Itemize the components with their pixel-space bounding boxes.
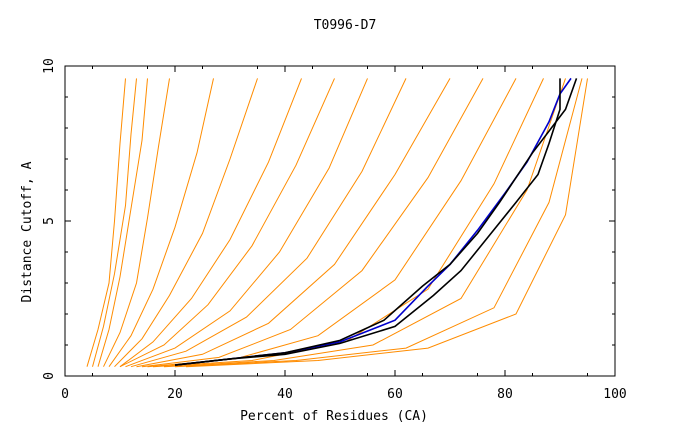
series-line-1 (174, 78, 561, 366)
series-line-7 (108, 78, 214, 367)
series-line-17 (163, 78, 566, 368)
x-tick-label: 0 (61, 387, 69, 402)
x-tick-label: 80 (497, 387, 513, 402)
x-tick-label: 20 (167, 387, 183, 402)
x-tick-label: 40 (277, 387, 293, 402)
series-line-5 (97, 78, 148, 367)
series-line-14 (141, 78, 484, 368)
series-line-10 (119, 78, 335, 368)
series-line-12 (130, 78, 407, 368)
x-tick-label: 100 (603, 387, 626, 402)
y-tick-label: 0 (42, 372, 57, 380)
series-line-8 (114, 78, 258, 368)
series-line-3 (86, 78, 126, 367)
series-line-2 (174, 78, 578, 366)
y-axis-title: Distance Cutoff, A (20, 161, 35, 302)
x-tick-label: 60 (387, 387, 403, 402)
series-line-0 (174, 77, 572, 366)
plot-layer (86, 77, 588, 368)
series-line-18 (174, 78, 583, 368)
series-line-4 (92, 78, 137, 367)
series-line-16 (152, 78, 544, 368)
chart-title: T0996-D7 (314, 18, 377, 33)
y-tick-label: 5 (42, 217, 57, 225)
series-line-19 (185, 78, 588, 368)
y-tick-label: 10 (42, 58, 57, 74)
series-line-13 (136, 78, 451, 368)
series-line-6 (103, 78, 170, 367)
series-line-9 (119, 78, 302, 368)
x-axis-title: Percent of Residues (CA) (240, 409, 428, 424)
series-line-11 (125, 78, 368, 368)
tick-layer: 0 20 40 60 80 100 0 5 10 (42, 58, 627, 402)
